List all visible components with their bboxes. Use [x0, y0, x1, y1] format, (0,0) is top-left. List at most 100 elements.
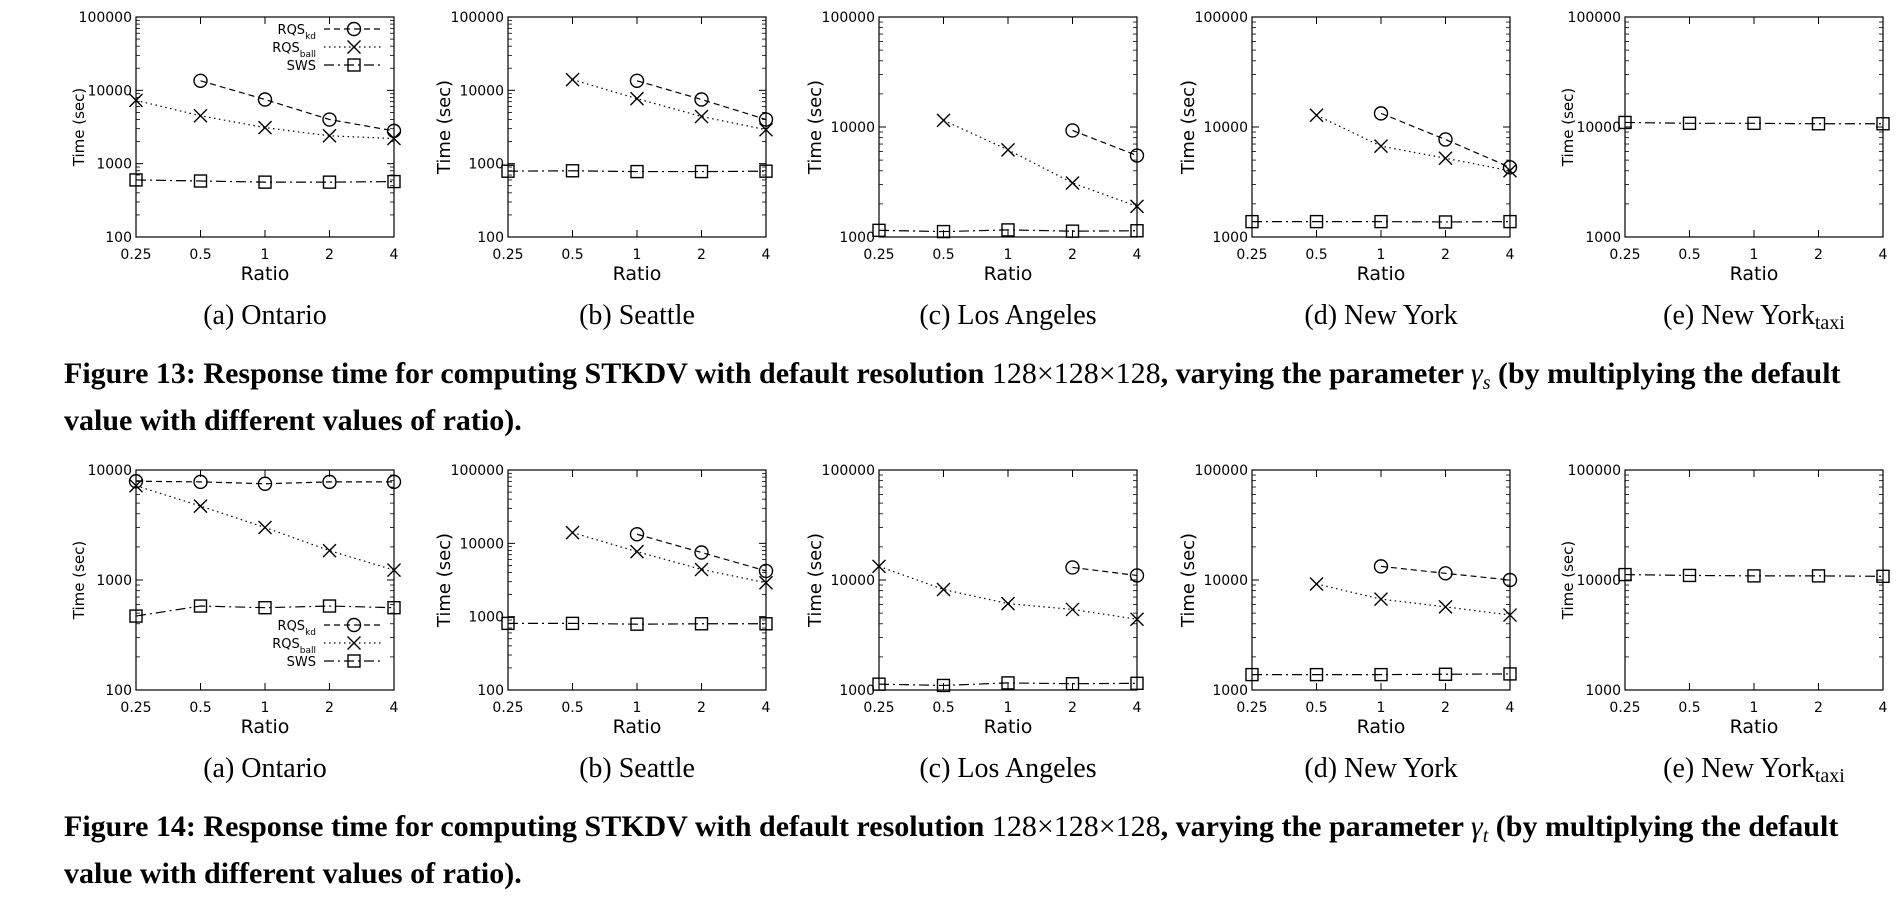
chart-title: (b) Seattle — [579, 300, 695, 331]
y-axis-label: Time (sec) — [1178, 80, 1199, 175]
x-tick-label: 2 — [697, 247, 706, 263]
x-tick-label: 0.5 — [1678, 700, 1700, 716]
x-tick-label: 2 — [697, 700, 706, 716]
legend-marker — [347, 636, 361, 650]
chart-fig13-5: 1000 10000 100000 0.25 0.5 1 2 4 Ratio Time (sec)… — [1559, 10, 1890, 334]
y-tick-label: 100 — [477, 683, 504, 699]
data-point-sws — [258, 600, 272, 615]
x-tick-label: 2 — [325, 247, 334, 263]
data-point-rqsball — [1438, 599, 1453, 614]
data-point-rqsball — [193, 499, 208, 514]
x-tick-label: 2 — [1441, 247, 1450, 263]
data-point-rqsball — [694, 562, 709, 577]
chart-title: (c) Los Angeles — [919, 753, 1096, 784]
y-tick-label: 10000 — [459, 83, 504, 99]
data-point-rqskd — [629, 527, 645, 542]
x-tick-label: 2 — [1814, 700, 1823, 716]
data-point-rqskd — [1502, 160, 1518, 175]
data-point-rqsball — [759, 122, 773, 137]
plot-frame — [1624, 469, 1884, 691]
data-point-sws — [565, 164, 580, 178]
data-point-rqsball — [322, 543, 337, 558]
chart-title: (b) Seattle — [579, 753, 695, 784]
data-point-sws — [565, 616, 580, 631]
data-point-rqsball — [1001, 142, 1015, 157]
data-point-rqskd — [1438, 566, 1453, 581]
data-point-rqskd — [1065, 560, 1080, 575]
legend-label: SWS — [287, 59, 316, 74]
series-line-rqskd — [1380, 112, 1511, 168]
y-tick-label: 100000 — [1195, 463, 1248, 479]
data-point-rqsball — [1438, 151, 1453, 166]
plot-frame — [1624, 16, 1884, 238]
x-axis-label: Ratio — [613, 716, 662, 738]
y-tick-label: 100 — [477, 230, 504, 246]
series-line-rqskd — [200, 80, 395, 132]
legend-marker — [347, 40, 361, 54]
data-point-sws — [322, 175, 337, 189]
x-tick-label: 4 — [1879, 700, 1888, 716]
data-point-sws — [193, 599, 208, 613]
y-axis-label: Time (sec) — [70, 541, 88, 620]
data-point-sws — [694, 617, 709, 631]
series-line-rqsball — [878, 565, 1138, 620]
data-point-sws — [193, 174, 208, 188]
x-tick-label: 0.5 — [932, 700, 954, 716]
y-tick-label: 1000 — [468, 157, 504, 173]
data-point-rqsball — [1503, 163, 1517, 178]
data-point-rqsball — [129, 478, 143, 493]
data-point-rqskd — [1373, 106, 1389, 121]
x-tick-label: 0.25 — [863, 247, 894, 263]
chart-fig14-1: 100 1000 10000 0.25 0.5 1 2 4 Ratio Time (sec) RQS… — [70, 463, 402, 784]
series-line-sws — [878, 682, 1138, 687]
data-point-rqskd — [758, 563, 774, 579]
data-point-sws — [759, 617, 773, 631]
data-point-rqskd — [694, 545, 709, 560]
x-tick-label: 4 — [762, 247, 771, 263]
data-point-rqsball — [565, 525, 580, 540]
y-tick-label: 10000 — [1576, 120, 1621, 136]
y-axis-label: Time (sec) — [70, 88, 88, 167]
plot-frame — [878, 16, 1138, 238]
data-point-rqsball — [565, 72, 580, 87]
y-tick-label: 10000 — [459, 536, 504, 552]
data-point-rqskd — [629, 73, 645, 88]
data-point-sws — [1374, 667, 1388, 682]
data-point-rqsball — [759, 575, 773, 590]
y-axis-label: Time (sec) — [434, 533, 455, 628]
x-tick-label: 0.25 — [492, 700, 523, 716]
data-point-rqsball — [387, 563, 401, 578]
data-point-rqsball — [258, 520, 272, 535]
y-tick-label: 1000 — [96, 157, 132, 173]
chart-fig14-5: 1000 10000 100000 0.25 0.5 1 2 4 Ratio Time (sec)… — [1559, 463, 1890, 787]
x-tick-label: 4 — [1506, 247, 1515, 263]
chart-title: (e) New Yorktaxi — [1663, 300, 1845, 334]
series-line-sws — [508, 622, 766, 625]
chart-title: (a) Ontario — [203, 300, 327, 331]
data-point-rqsball — [1001, 596, 1015, 611]
data-point-sws — [387, 600, 401, 615]
series-line-sws — [507, 170, 767, 173]
x-tick-label: 0.5 — [189, 700, 211, 716]
data-point-sws — [258, 175, 272, 189]
x-axis-label: Ratio — [613, 263, 662, 285]
data-point-sws — [872, 223, 886, 238]
data-point-sws — [1245, 214, 1259, 229]
plot-frame — [507, 16, 767, 238]
x-tick-label: 1 — [1750, 247, 1759, 263]
x-tick-label: 0.5 — [1305, 247, 1327, 263]
y-tick-label: 100000 — [822, 10, 875, 26]
data-point-sws — [1618, 115, 1632, 130]
data-point-sws — [1682, 116, 1697, 131]
data-point-sws — [1374, 214, 1388, 229]
data-point-rqskd — [1129, 568, 1145, 583]
x-tick-label: 4 — [390, 700, 399, 716]
x-tick-label: 4 — [1879, 247, 1888, 263]
data-point-sws — [630, 617, 644, 631]
x-tick-label: 1 — [1004, 700, 1013, 716]
data-point-sws — [1618, 567, 1632, 582]
data-point-sws — [1001, 223, 1015, 237]
data-point-rqsball — [1309, 576, 1324, 591]
y-tick-label: 100 — [105, 230, 132, 246]
y-tick-label: 1000 — [1585, 230, 1621, 246]
